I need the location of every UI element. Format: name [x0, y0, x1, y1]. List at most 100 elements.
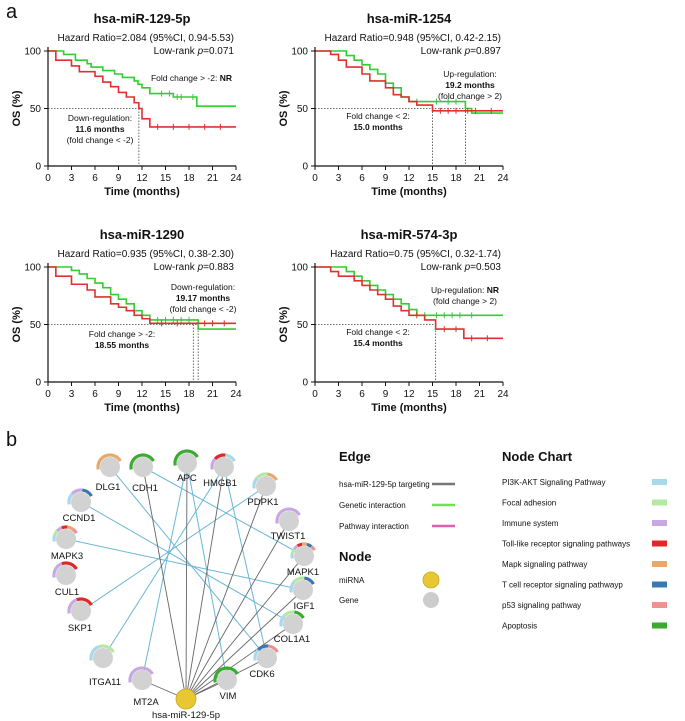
x-tick-label: 6	[92, 173, 98, 184]
pathway-legend-label: Toll-like receptor signaling pathways	[502, 540, 630, 549]
x-tick-label: 3	[69, 173, 75, 184]
pathway-arc	[289, 580, 296, 593]
survival-curve	[48, 50, 236, 128]
y-tick-label: 100	[291, 47, 308, 58]
x-tick-label: 18	[183, 389, 195, 400]
annotation-note: (fold change > 2)	[438, 91, 502, 101]
y-tick-label: 100	[24, 47, 41, 58]
pathway-arc	[256, 644, 269, 652]
pathway-arc	[96, 453, 122, 470]
logrank-prefix: Low-rank	[154, 46, 198, 57]
pathway-legend-label: Focal adhesion	[502, 499, 556, 508]
targeting-edge	[185, 520, 290, 700]
annotation-label: Up-regulation:	[443, 69, 496, 79]
gene-circle	[93, 648, 113, 668]
hazard-ratio-text: Hazard Ratio=2.084 (95%CI, 0.94-5.53)	[58, 33, 235, 44]
gene-label: CDH1	[132, 483, 158, 494]
gene-node-ccnd1: CCND1	[63, 488, 96, 524]
panel-label-b: b	[6, 429, 17, 451]
pathway-arc	[70, 488, 83, 496]
x-tick-label: 15	[427, 173, 439, 184]
node-legend-label: miRNA	[339, 576, 365, 585]
survival-curve	[315, 50, 503, 114]
x-tick-label: 12	[136, 173, 148, 184]
x-axis-label: Time (months)	[104, 402, 180, 414]
pathway-arc	[290, 548, 296, 554]
node-legend-title: Node	[339, 549, 372, 564]
x-axis-label: Time (months)	[104, 186, 180, 198]
gene-label: CCND1	[63, 513, 96, 524]
pathway-legend-label: Mapk signaling pathway	[502, 560, 587, 569]
logrank-value: =0.503	[470, 262, 501, 273]
gene-node-mapk3: MAPK3	[51, 525, 83, 562]
km-charts: hsa-miR-129-5p Hazard Ratio=2.084 (95%CI,…	[11, 11, 509, 414]
x-tick-label: 0	[45, 173, 51, 184]
x-tick-label: 18	[450, 173, 462, 184]
gene-label: TWIST1	[271, 531, 306, 542]
y-axis-label: OS (%)	[278, 90, 290, 126]
gene-label: DLG1	[96, 482, 121, 493]
targeting-edge	[185, 462, 188, 700]
x-tick-label: 15	[160, 389, 172, 400]
annotation-note: (fold change < -2)	[170, 304, 237, 314]
logrank-p: p	[197, 262, 204, 273]
y-axis-label: OS (%)	[11, 90, 23, 126]
pathway-arc	[294, 610, 305, 620]
km-chart-1: hsa-miR-129-5p Hazard Ratio=2.084 (95%CI,…	[11, 11, 242, 198]
pathway-arc	[310, 545, 316, 551]
node-legend-swatch	[423, 592, 439, 608]
pathway-arc	[296, 542, 303, 548]
y-tick-label: 100	[291, 263, 308, 274]
y-axis-label: OS (%)	[11, 306, 23, 342]
pathway-arc	[129, 453, 155, 470]
x-tick-label: 21	[207, 389, 219, 400]
gene-node-cul1: CUL1	[52, 561, 79, 598]
pathway-legend-label: T cell receptor signaling pathwayp	[502, 581, 623, 590]
mirna-node: hsa-miR-129-5p	[152, 688, 220, 721]
survival-curve	[48, 50, 236, 107]
pathway-arc	[292, 576, 305, 584]
gene-circle	[133, 457, 153, 477]
gene-label: SKP1	[68, 623, 92, 634]
gene-node-twist1: TWIST1	[271, 507, 306, 542]
y-tick-label: 50	[30, 104, 42, 115]
gene-node-skp1: SKP1	[67, 597, 93, 634]
gene-label: PDPK1	[247, 497, 278, 508]
x-axis-label: Time (months)	[371, 402, 447, 414]
annotation-label: Fold change > -2:	[151, 73, 220, 83]
x-tick-label: 6	[92, 389, 98, 400]
x-tick-label: 24	[497, 389, 509, 400]
gene-node-dlg1: DLG1	[96, 453, 122, 493]
gene-node-cdk6: CDK6	[249, 644, 279, 680]
pathway-arc	[252, 476, 259, 489]
y-tick-label: 0	[302, 378, 308, 389]
survival-curve	[315, 50, 503, 112]
y-tick-label: 0	[302, 162, 308, 173]
x-tick-label: 3	[336, 173, 342, 184]
y-axis-label: OS (%)	[278, 306, 290, 342]
km-chart-3: hsa-miR-1290 Hazard Ratio=0.935 (95%CI, 0…	[11, 227, 242, 414]
gene-circle	[293, 580, 313, 600]
pathway-arc	[267, 472, 278, 482]
annotation-value: NR	[487, 285, 499, 295]
pathway-legend-label: Immune system	[502, 519, 559, 528]
annotation-value: 18.55 months	[95, 340, 150, 350]
genetic-edge	[109, 466, 268, 659]
pathway-legend-label: Apoptosis	[502, 622, 537, 631]
x-tick-label: 21	[474, 389, 486, 400]
pathway-arc	[282, 610, 295, 618]
pathway-arc	[67, 492, 74, 505]
x-tick-label: 0	[312, 389, 318, 400]
hazard-ratio-text: Hazard Ratio=0.935 (95%CI, 0.38-2.30)	[58, 249, 235, 260]
gene-circle	[294, 546, 314, 566]
targeting-edge	[185, 589, 304, 700]
pathway-arc	[67, 598, 78, 614]
genetic-edge	[102, 466, 225, 659]
x-tick-label: 24	[497, 173, 509, 184]
gene-label: CUL1	[55, 587, 79, 598]
x-tick-label: 0	[45, 389, 51, 400]
survival-curve	[48, 266, 236, 330]
x-tick-label: 9	[116, 389, 122, 400]
pathway-legend-swatch	[652, 602, 667, 608]
survival-curve	[315, 266, 503, 340]
